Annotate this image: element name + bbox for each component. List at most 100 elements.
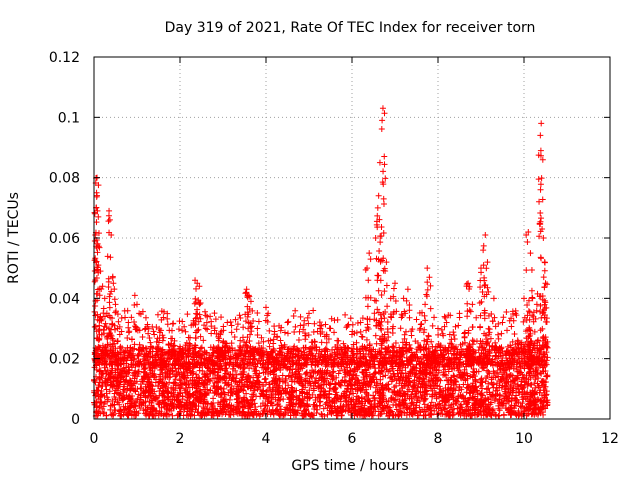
data-point [492, 339, 499, 346]
data-point [389, 329, 396, 336]
data-point [126, 328, 133, 335]
data-point [520, 318, 527, 325]
data-point [323, 339, 330, 346]
data-point [285, 382, 292, 389]
data-point [305, 320, 312, 327]
data-point [403, 374, 410, 381]
data-point [418, 321, 425, 328]
data-point [342, 311, 349, 318]
data-point [211, 310, 218, 317]
data-point [516, 370, 523, 377]
data-point [165, 341, 172, 348]
data-point [179, 318, 186, 325]
data-point [156, 335, 163, 342]
data-point [268, 399, 275, 406]
data-point [248, 383, 255, 390]
data-point [328, 315, 335, 322]
data-point [202, 308, 209, 315]
data-point [491, 314, 498, 321]
data-point [452, 323, 459, 330]
data-point [481, 315, 488, 322]
data-point [518, 384, 525, 391]
data-point [164, 321, 171, 328]
data-point [473, 314, 480, 321]
data-point [112, 326, 119, 333]
data-point [362, 353, 369, 360]
data-point [442, 405, 449, 412]
data-point [431, 314, 438, 321]
data-point [210, 344, 217, 351]
data-point [327, 372, 334, 379]
data-point [121, 307, 128, 314]
data-point [461, 333, 468, 340]
data-point [418, 394, 425, 401]
data-point [210, 375, 217, 382]
data-point [461, 412, 468, 419]
data-point [105, 396, 112, 403]
data-point [240, 365, 247, 372]
data-point [498, 330, 505, 337]
data-point [291, 329, 298, 336]
data-point [347, 315, 354, 322]
data-point [184, 311, 191, 318]
data-point [145, 330, 152, 337]
data-point [146, 335, 153, 342]
data-point [103, 412, 110, 419]
data-point [331, 386, 338, 393]
data-point [139, 333, 146, 340]
data-point [297, 313, 304, 320]
data-point [335, 370, 342, 377]
data-point [540, 398, 547, 405]
data-point [292, 323, 299, 330]
data-point [479, 364, 486, 371]
data-point [101, 400, 108, 407]
data-point [467, 308, 474, 315]
data-point [102, 320, 109, 327]
data-point [270, 340, 277, 347]
data-point [295, 337, 302, 344]
data-point [252, 404, 259, 411]
data-point [261, 376, 268, 383]
data-point [378, 410, 385, 417]
data-point [331, 329, 338, 336]
data-point [289, 366, 296, 373]
data-point [508, 323, 515, 330]
data-point [478, 376, 485, 383]
data-point [182, 328, 189, 335]
data-point [180, 412, 187, 419]
data-point [212, 316, 219, 323]
data-point [160, 314, 167, 321]
data-point [128, 361, 135, 368]
data-point [324, 411, 331, 418]
data-point [292, 307, 299, 314]
data-point [357, 328, 364, 335]
data-point [518, 378, 525, 385]
data-point [254, 386, 261, 393]
data-point [200, 337, 207, 344]
data-point [197, 333, 204, 340]
data-point [432, 402, 439, 409]
data-point [218, 314, 225, 321]
data-point [417, 321, 424, 328]
data-point [372, 384, 379, 391]
data-point [381, 315, 388, 322]
data-point [511, 331, 518, 338]
data-point [290, 313, 297, 320]
data-point [533, 307, 540, 314]
data-point [335, 337, 342, 344]
data-point [254, 332, 261, 339]
data-point [501, 412, 508, 419]
data-points [91, 105, 551, 419]
data-point [204, 326, 211, 333]
data-point [421, 326, 428, 333]
data-point [240, 324, 247, 331]
data-point [421, 312, 428, 319]
data-point [504, 327, 511, 334]
data-point [208, 330, 215, 337]
data-point [96, 403, 103, 410]
data-point [170, 320, 177, 327]
data-point [214, 378, 221, 385]
data-point [366, 341, 373, 348]
data-point [494, 331, 501, 338]
data-point [429, 322, 436, 329]
